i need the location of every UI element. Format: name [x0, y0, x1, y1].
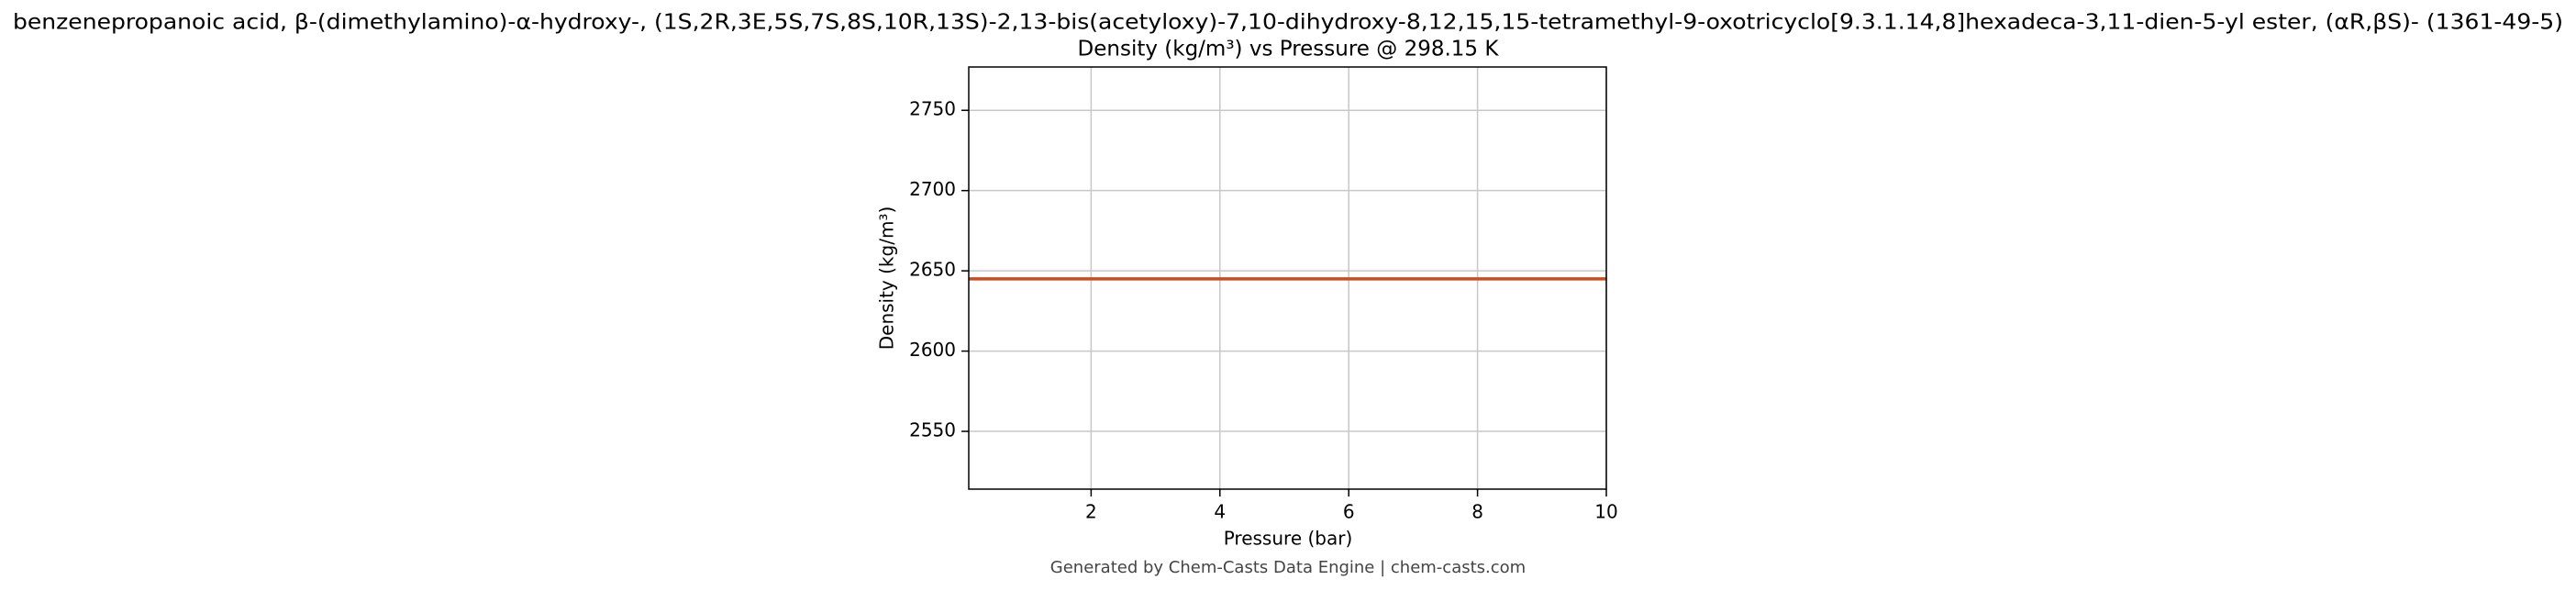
x-tick-label: 2: [1085, 501, 1097, 523]
x-tick-label: 10: [1594, 501, 1617, 523]
x-tick-label: 4: [1214, 501, 1226, 523]
x-tick-label: 6: [1343, 501, 1355, 523]
y-tick-label: 2650: [909, 259, 956, 281]
y-axis-label: Density (kg/m³): [876, 206, 898, 351]
y-tick-label: 2550: [909, 419, 956, 441]
y-tick-label: 2600: [909, 339, 956, 361]
x-tick-label: 8: [1471, 501, 1483, 523]
footer: Generated by Chem-Casts Data Engine | ch…: [1050, 558, 1526, 577]
chart-title: benzenepropanoic acid, β-(dimethylamino)…: [13, 11, 2563, 35]
y-tick-label: 2700: [909, 178, 956, 200]
y-tick-label: 2750: [909, 98, 956, 120]
chart-subtitle: Density (kg/m³) vs Pressure @ 298.15 K: [1078, 38, 1500, 61]
plot-frame: [968, 66, 1607, 490]
x-axis-label: Pressure (bar): [1224, 528, 1353, 550]
